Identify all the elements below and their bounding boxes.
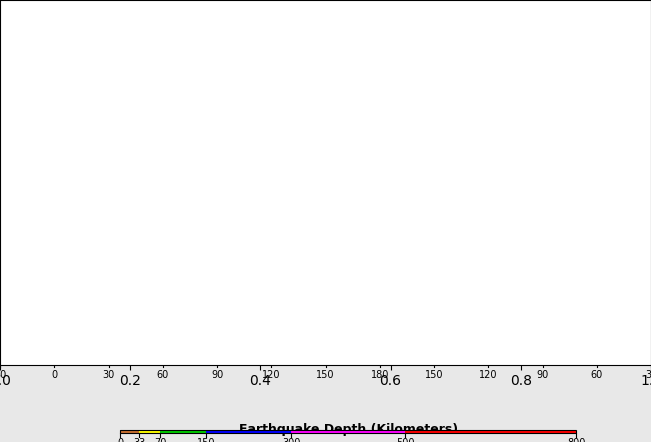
Text: 0: 0 [117, 438, 124, 442]
Bar [120, 430, 139, 433]
Bar [292, 430, 405, 433]
Text: 0: 0 [51, 370, 57, 380]
Bar [139, 430, 160, 433]
Bar [206, 430, 292, 433]
Text: 90: 90 [211, 370, 223, 380]
Text: 30: 30 [645, 370, 651, 380]
Text: 30: 30 [102, 370, 115, 380]
Text: 180: 180 [370, 370, 389, 380]
Bar [405, 430, 576, 433]
Text: 60: 60 [157, 370, 169, 380]
Text: 300: 300 [282, 438, 301, 442]
Text: 70: 70 [154, 438, 167, 442]
Text: 33: 33 [133, 438, 145, 442]
Text: 500: 500 [396, 438, 415, 442]
Text: 150: 150 [424, 370, 443, 380]
Bar [160, 430, 206, 433]
Bar [120, 430, 576, 433]
Text: 150: 150 [316, 370, 335, 380]
Text: 30: 30 [0, 370, 6, 380]
Text: Earthquake Depth (Kilometers): Earthquake Depth (Kilometers) [239, 423, 458, 436]
Text: 120: 120 [479, 370, 497, 380]
Text: 120: 120 [262, 370, 281, 380]
Text: 60: 60 [590, 370, 603, 380]
Text: 150: 150 [197, 438, 215, 442]
Text: 90: 90 [536, 370, 549, 380]
Text: 800: 800 [567, 438, 585, 442]
